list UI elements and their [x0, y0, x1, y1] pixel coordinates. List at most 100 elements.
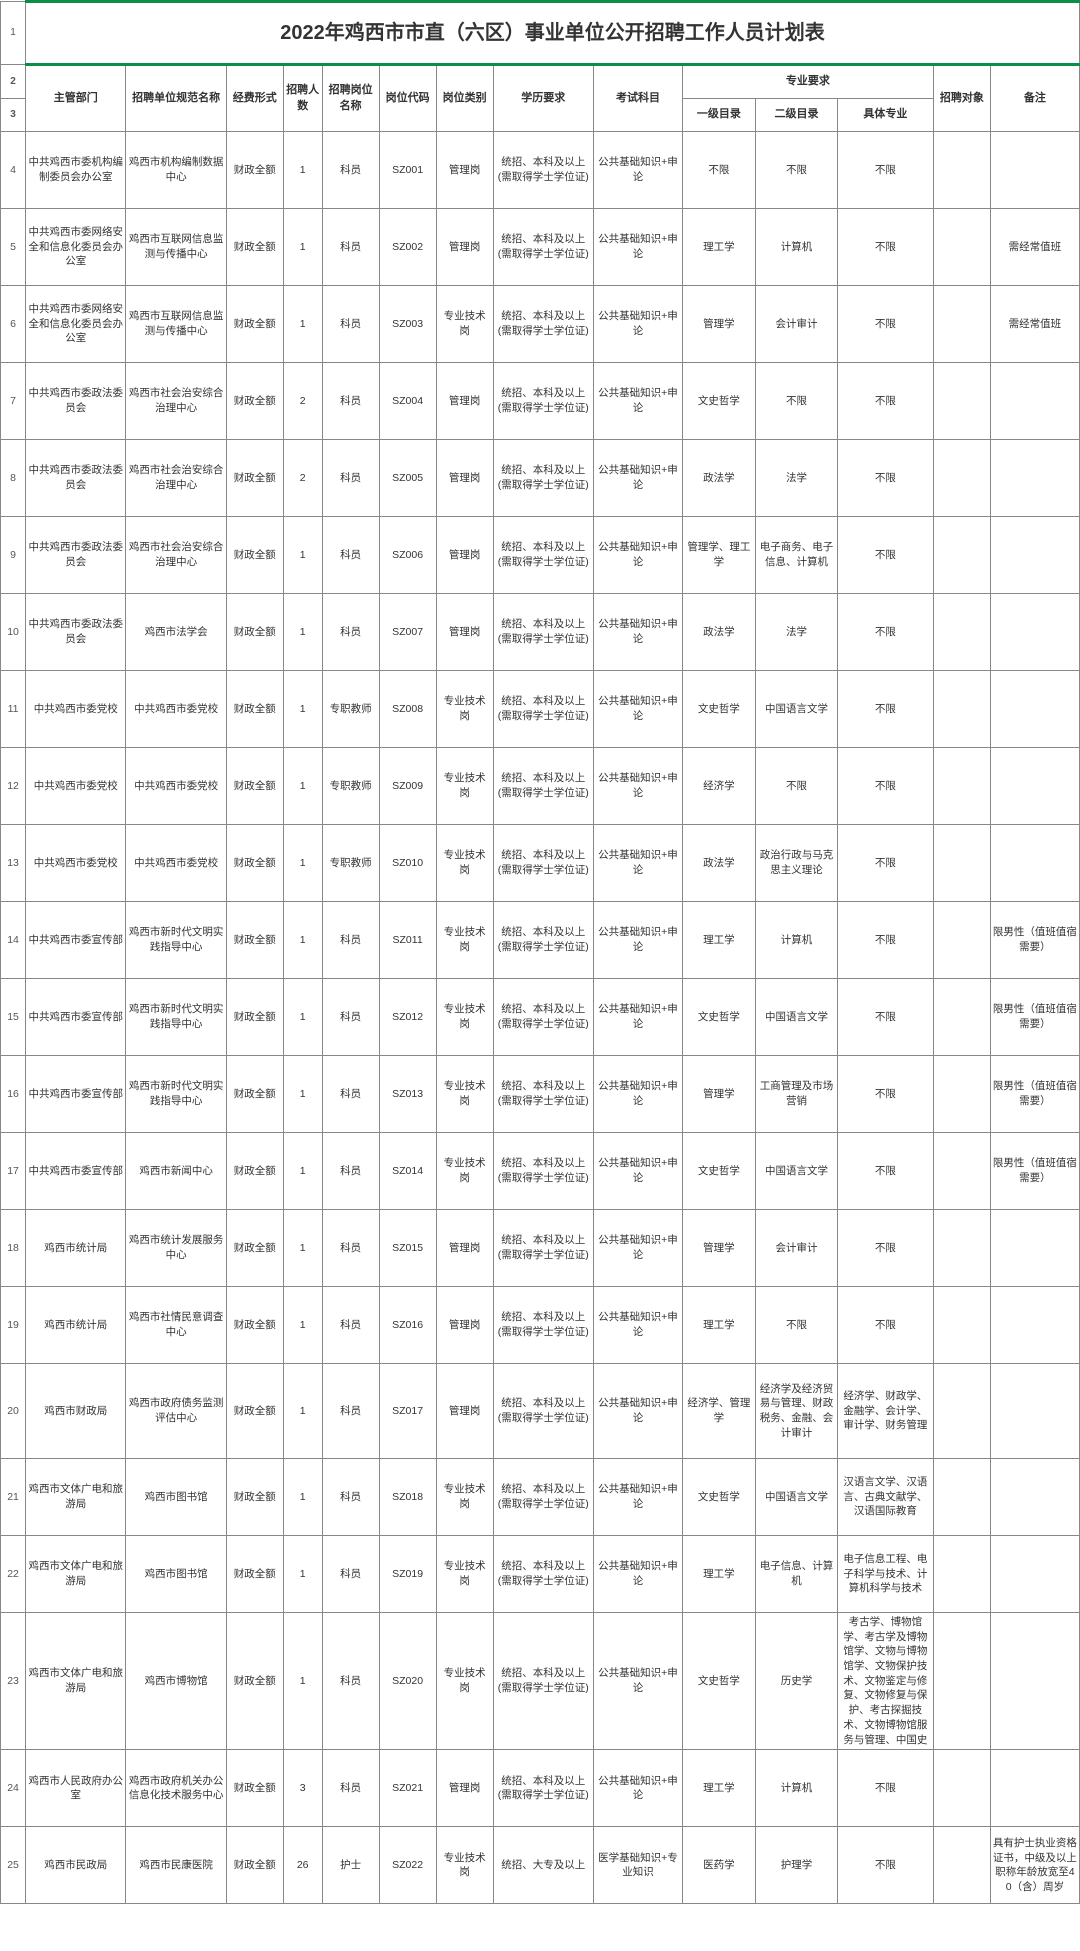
col-remark: 备注 [990, 65, 1079, 132]
cell-remark: 限男性（值班值宿需要） [990, 1133, 1079, 1210]
table-row: 5中共鸡西市委网络安全和信息化委员会办公室鸡西市互联网信息监测与传播中心财政全额… [1, 209, 1080, 286]
table-row: 16中共鸡西市委宣传部鸡西市新时代文明实践指导中心财政全额1科员SZ013专业技… [1, 1056, 1080, 1133]
cell-funding: 财政全额 [226, 1459, 283, 1536]
cell-posttype: 管理岗 [436, 1287, 493, 1364]
cell-major2: 不限 [755, 363, 837, 440]
page-title: 2022年鸡西市市直（六区）事业单位公开招聘工作人员计划表 [26, 2, 1080, 65]
cell-funding: 财政全额 [226, 1827, 283, 1904]
row-number: 8 [1, 440, 26, 517]
col-unit: 招聘单位规范名称 [126, 65, 226, 132]
cell-postcode: SZ018 [379, 1459, 436, 1536]
cell-postname: 科员 [322, 594, 379, 671]
cell-dept: 中共鸡西市委宣传部 [26, 1133, 126, 1210]
cell-exam: 公共基础知识+申论 [593, 132, 682, 209]
col-major1: 一级目录 [682, 99, 755, 132]
cell-remark: 限男性（值班值宿需要） [990, 902, 1079, 979]
cell-posttype: 专业技术岗 [436, 1459, 493, 1536]
table-row: 25鸡西市民政局鸡西市民康医院财政全额26护士SZ022专业技术岗统招、大专及以… [1, 1827, 1080, 1904]
table-row: 14中共鸡西市委宣传部鸡西市新时代文明实践指导中心财政全额1科员SZ011专业技… [1, 902, 1080, 979]
cell-edu: 统招、本科及以上(需取得学士学位证) [493, 1210, 593, 1287]
cell-posttype: 专业技术岗 [436, 1056, 493, 1133]
cell-major1: 经济学、管理学 [682, 1364, 755, 1459]
cell-unit: 鸡西市统计发展服务中心 [126, 1210, 226, 1287]
cell-exam: 公共基础知识+申论 [593, 1287, 682, 1364]
cell-target [933, 1536, 990, 1613]
cell-postname: 科员 [322, 1287, 379, 1364]
row-number: 5 [1, 209, 26, 286]
cell-major1: 文史哲学 [682, 979, 755, 1056]
cell-remark [990, 1536, 1079, 1613]
cell-posttype: 专业技术岗 [436, 1613, 493, 1750]
cell-exam: 公共基础知识+申论 [593, 825, 682, 902]
cell-major3: 考古学、博物馆学、考古学及博物馆学、文物与博物馆学、文物保护技术、文物鉴定与修复… [838, 1613, 934, 1750]
cell-major2: 不限 [755, 132, 837, 209]
cell-major3: 不限 [838, 902, 934, 979]
cell-exam: 公共基础知识+申论 [593, 1750, 682, 1827]
cell-target [933, 1364, 990, 1459]
cell-major1: 不限 [682, 132, 755, 209]
cell-major2: 不限 [755, 1287, 837, 1364]
cell-exam: 公共基础知识+申论 [593, 1364, 682, 1459]
row-number: 7 [1, 363, 26, 440]
cell-exam: 公共基础知识+申论 [593, 748, 682, 825]
col-posttype: 岗位类别 [436, 65, 493, 132]
cell-count: 1 [283, 1056, 322, 1133]
cell-major3: 不限 [838, 1210, 934, 1287]
cell-postcode: SZ012 [379, 979, 436, 1056]
cell-postcode: SZ015 [379, 1210, 436, 1287]
cell-postcode: SZ007 [379, 594, 436, 671]
cell-remark: 具有护士执业资格证书，中级及以上职称年龄放宽至40（含）周岁 [990, 1827, 1079, 1904]
cell-major1: 理工学 [682, 1750, 755, 1827]
row-number: 21 [1, 1459, 26, 1536]
cell-major3: 不限 [838, 209, 934, 286]
row-number: 19 [1, 1287, 26, 1364]
cell-remark [990, 132, 1079, 209]
cell-edu: 统招、本科及以上(需取得学士学位证) [493, 902, 593, 979]
cell-target [933, 825, 990, 902]
cell-major1: 政法学 [682, 594, 755, 671]
cell-target [933, 286, 990, 363]
cell-posttype: 管理岗 [436, 517, 493, 594]
recruitment-plan-table: 1 2022年鸡西市市直（六区）事业单位公开招聘工作人员计划表 2 主管部门 招… [0, 0, 1080, 1904]
cell-major1: 政法学 [682, 825, 755, 902]
cell-count: 1 [283, 1133, 322, 1210]
row-number: 11 [1, 671, 26, 748]
cell-postcode: SZ014 [379, 1133, 436, 1210]
cell-postcode: SZ019 [379, 1536, 436, 1613]
cell-posttype: 管理岗 [436, 1210, 493, 1287]
cell-funding: 财政全额 [226, 825, 283, 902]
cell-remark [990, 1364, 1079, 1459]
cell-unit: 鸡西市新时代文明实践指导中心 [126, 1056, 226, 1133]
cell-target [933, 1613, 990, 1750]
cell-exam: 公共基础知识+申论 [593, 1536, 682, 1613]
cell-funding: 财政全额 [226, 1287, 283, 1364]
cell-major1: 政法学 [682, 440, 755, 517]
cell-funding: 财政全额 [226, 902, 283, 979]
cell-edu: 统招、本科及以上(需取得学士学位证) [493, 1750, 593, 1827]
cell-postname: 科员 [322, 1750, 379, 1827]
col-exam: 考试科目 [593, 65, 682, 132]
cell-postcode: SZ016 [379, 1287, 436, 1364]
cell-funding: 财政全额 [226, 1133, 283, 1210]
cell-unit: 中共鸡西市委党校 [126, 825, 226, 902]
cell-count: 1 [283, 1210, 322, 1287]
cell-posttype: 管理岗 [436, 440, 493, 517]
cell-postname: 科员 [322, 1133, 379, 1210]
cell-remark [990, 1210, 1079, 1287]
cell-major3: 不限 [838, 825, 934, 902]
cell-postcode: SZ008 [379, 671, 436, 748]
cell-major2: 中国语言文学 [755, 1133, 837, 1210]
cell-postname: 专职教师 [322, 825, 379, 902]
cell-funding: 财政全额 [226, 209, 283, 286]
table-row: 21鸡西市文体广电和旅游局鸡西市图书馆财政全额1科员SZ018专业技术岗统招、本… [1, 1459, 1080, 1536]
table-row: 6中共鸡西市委网络安全和信息化委员会办公室鸡西市互联网信息监测与传播中心财政全额… [1, 286, 1080, 363]
cell-exam: 公共基础知识+申论 [593, 594, 682, 671]
cell-posttype: 管理岗 [436, 132, 493, 209]
table-row: 11中共鸡西市委党校中共鸡西市委党校财政全额1专职教师SZ008专业技术岗统招、… [1, 671, 1080, 748]
cell-exam: 公共基础知识+申论 [593, 1613, 682, 1750]
cell-exam: 医学基础知识+专业知识 [593, 1827, 682, 1904]
cell-postname: 科员 [322, 517, 379, 594]
cell-dept: 鸡西市文体广电和旅游局 [26, 1536, 126, 1613]
cell-posttype: 专业技术岗 [436, 1536, 493, 1613]
cell-target [933, 363, 990, 440]
